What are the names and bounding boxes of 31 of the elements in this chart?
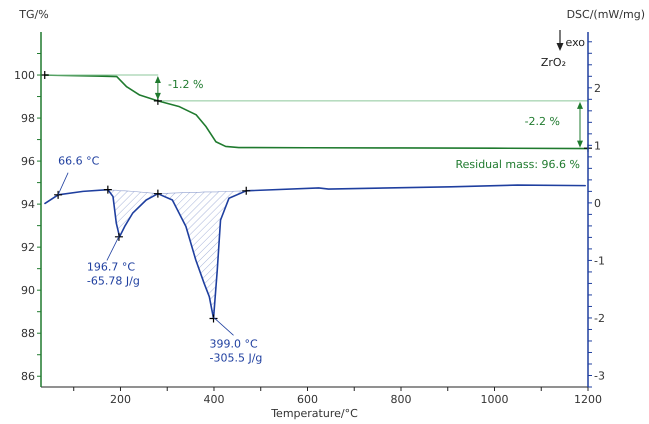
y2-tick-label: 0 bbox=[594, 196, 601, 210]
y-tick-label: 100 bbox=[14, 69, 35, 82]
y-tick-label: 96 bbox=[21, 155, 35, 168]
annotation: 66.6 °C bbox=[58, 154, 100, 168]
annotation: ZrO₂ bbox=[540, 56, 566, 69]
y2-tick-label: -2 bbox=[594, 312, 605, 325]
y-tick-label: 86 bbox=[21, 370, 35, 384]
y2-tick-label: -3 bbox=[594, 369, 605, 382]
annotation: exo bbox=[566, 36, 586, 49]
y-axis-title: TG/% bbox=[18, 8, 49, 21]
annotation: -1.2 % bbox=[168, 78, 204, 91]
y-tick-label: 92 bbox=[21, 241, 35, 254]
x-tick-label: 200 bbox=[110, 393, 131, 406]
x-tick-label: 400 bbox=[203, 393, 224, 406]
y2-axis-title: DSC/(mW/mg) bbox=[566, 8, 645, 21]
annotation: Residual mass: 96.6 % bbox=[455, 158, 580, 172]
y2-tick-label: 1 bbox=[594, 139, 601, 152]
x-tick-label: 1200 bbox=[574, 393, 602, 406]
x-axis-title: Temperature/°C bbox=[270, 407, 358, 420]
y-tick-label: 98 bbox=[21, 112, 35, 126]
annotation: -2.2 % bbox=[524, 115, 560, 128]
x-tick-label: 800 bbox=[390, 393, 412, 406]
y-tick-label: 90 bbox=[21, 284, 35, 298]
y-tick-label: 88 bbox=[21, 327, 35, 340]
y2-tick-label: 2 bbox=[594, 82, 601, 95]
y2-tick-label: -1 bbox=[594, 254, 605, 268]
y-tick-label: 94 bbox=[21, 198, 35, 212]
x-tick-label: 600 bbox=[296, 393, 318, 406]
annotation: 399.0 °C -305.5 J/g bbox=[210, 337, 262, 364]
x-tick-label: 1000 bbox=[480, 393, 508, 406]
annotation: 196.7 °C -65.78 J/g bbox=[86, 260, 140, 288]
